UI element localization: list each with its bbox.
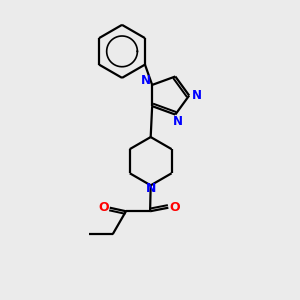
Text: N: N bbox=[141, 74, 151, 87]
Text: O: O bbox=[98, 201, 109, 214]
Text: N: N bbox=[173, 115, 183, 128]
Text: N: N bbox=[146, 182, 156, 195]
Text: N: N bbox=[192, 89, 202, 102]
Text: O: O bbox=[169, 201, 180, 214]
